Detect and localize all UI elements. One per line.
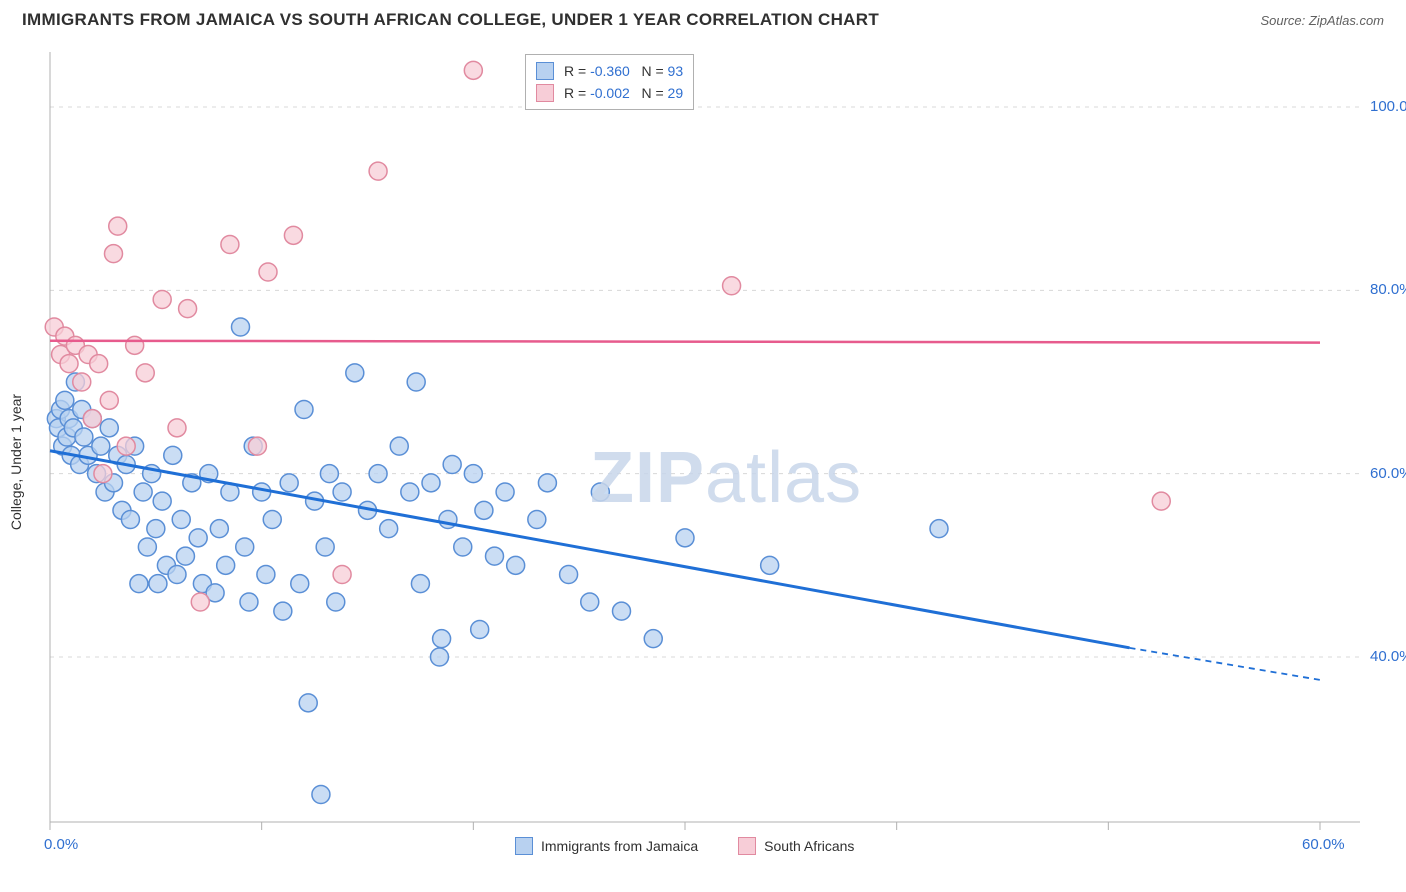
- legend-row: R = -0.360 N = 93: [536, 60, 683, 82]
- source-label: Source: ZipAtlas.com: [1260, 13, 1384, 28]
- correlation-legend: R = -0.360 N = 93R = -0.002 N = 29: [525, 54, 694, 110]
- title-bar: IMMIGRANTS FROM JAMAICA VS SOUTH AFRICAN…: [0, 0, 1406, 40]
- series-legend: Immigrants from Jamaica South Africans: [515, 837, 854, 855]
- x-tick-label: 0.0%: [44, 836, 78, 853]
- legend-row: R = -0.002 N = 29: [536, 82, 683, 104]
- y-tick-label: 80.0%: [1370, 281, 1406, 298]
- legend-swatch: [536, 62, 554, 80]
- y-tick-label: 100.0%: [1370, 98, 1406, 115]
- legend-item: Immigrants from Jamaica: [515, 837, 698, 855]
- legend-label: South Africans: [764, 838, 854, 854]
- y-tick-label: 60.0%: [1370, 465, 1406, 482]
- chart-title: IMMIGRANTS FROM JAMAICA VS SOUTH AFRICAN…: [22, 10, 879, 30]
- legend-swatch: [536, 84, 554, 102]
- legend-swatch: [738, 837, 756, 855]
- legend-stats: R = -0.002 N = 29: [564, 82, 683, 104]
- legend-item: South Africans: [738, 837, 854, 855]
- legend-label: Immigrants from Jamaica: [541, 838, 698, 854]
- x-tick-label: 60.0%: [1302, 836, 1345, 853]
- legend-stats: R = -0.360 N = 93: [564, 60, 683, 82]
- scatter-plot-svg: [0, 42, 1406, 892]
- legend-swatch: [515, 837, 533, 855]
- chart-area: College, Under 1 year R = -0.360 N = 93R…: [0, 42, 1406, 892]
- y-tick-label: 40.0%: [1370, 648, 1406, 665]
